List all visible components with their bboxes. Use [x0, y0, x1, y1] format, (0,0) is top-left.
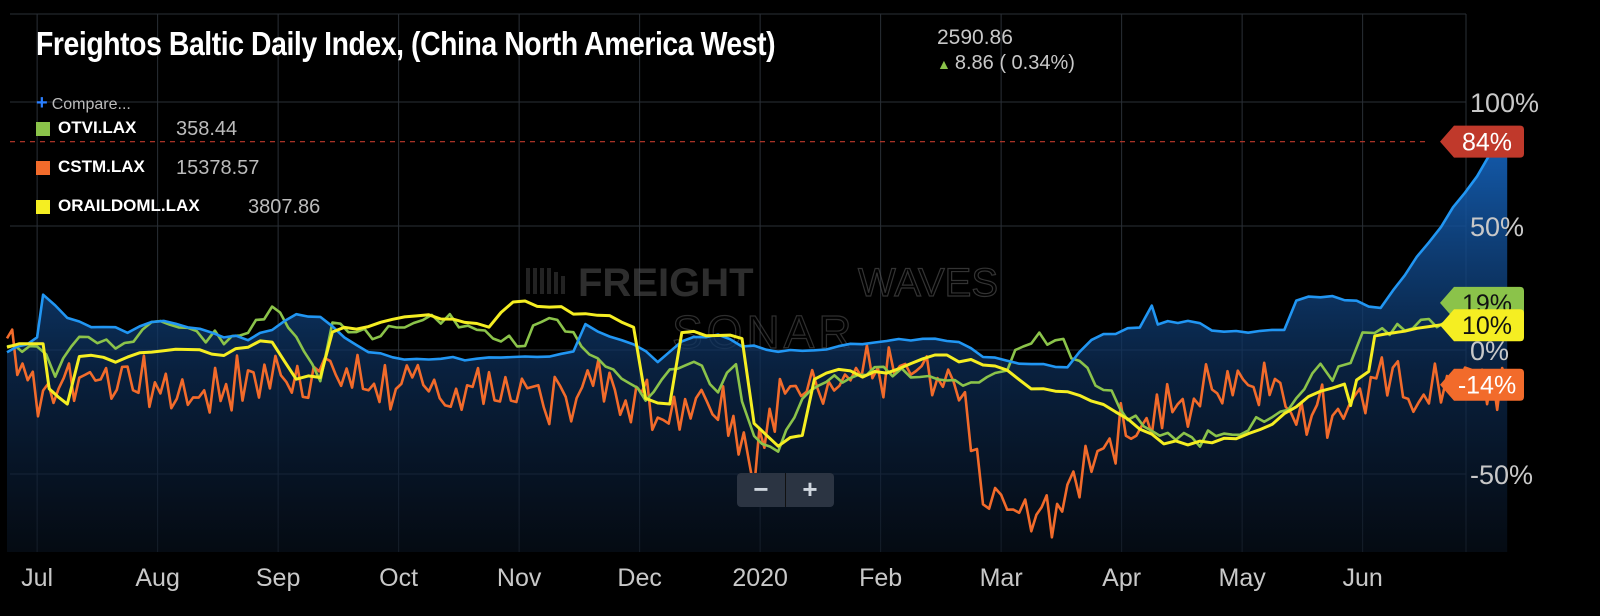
x-tick-label: Aug — [135, 564, 179, 592]
x-tick-label: Apr — [1102, 564, 1141, 592]
zoom-in-button[interactable]: + — [802, 474, 818, 504]
x-tick-label: Jun — [1342, 564, 1382, 592]
y-tick-label: 50% — [1470, 212, 1524, 242]
x-tick-label: Mar — [980, 564, 1023, 592]
legend-swatch — [36, 161, 50, 175]
plus-icon: + — [36, 92, 48, 114]
series-line-otvi-lax — [6, 305, 1508, 453]
x-tick-label: Feb — [859, 564, 902, 592]
x-tick-label: Jul — [21, 564, 53, 592]
end-label-badge — [1440, 309, 1524, 342]
x-tick-label: Dec — [617, 564, 661, 592]
end-label-oraildoml-lax: 10% — [1440, 309, 1524, 342]
legend-name: OTVI.LAX — [58, 118, 137, 137]
end-label-fbx: 84% — [1440, 125, 1524, 158]
series-line-oraildoml-lax — [6, 299, 1508, 448]
zoom-divider — [785, 473, 786, 507]
legend-name: ORAILDOML.LAX — [58, 196, 200, 215]
end-label-badge — [1440, 368, 1524, 401]
legend-value: 15378.57 — [176, 157, 260, 179]
quote-box: 2590.86 ▲ 8.86 ( 0.34%) — [937, 26, 1075, 75]
up-arrow-icon: ▲ — [937, 56, 951, 72]
legend-value: 3807.86 — [248, 196, 321, 218]
compare-label: Compare... — [51, 96, 131, 113]
chart-title: Freightos Baltic Daily Index, (China Nor… — [36, 25, 776, 62]
watermark-line1-light: WAVES — [858, 261, 998, 305]
legend-swatch — [36, 200, 50, 214]
last-value: 2590.86 — [937, 26, 1013, 49]
x-tick-label: Oct — [379, 564, 418, 592]
end-label-text: -14% — [1458, 372, 1516, 400]
end-label-badge — [1440, 125, 1524, 158]
legend-name: CSTM.LAX — [58, 157, 145, 176]
x-tick-label: May — [1219, 564, 1267, 592]
zoom-out-button[interactable]: − — [753, 474, 769, 504]
zoom-control: − + — [737, 473, 834, 507]
chart-header: Freightos Baltic Daily Index, (China Nor… — [36, 22, 896, 66]
end-label-text: 10% — [1462, 312, 1512, 340]
end-label-layer: 84%19%10%-14% — [1440, 125, 1524, 401]
x-tick-label: Nov — [497, 564, 542, 592]
y-tick-label: 100% — [1470, 88, 1539, 118]
watermark-line1-bold: FREIGHT — [578, 261, 754, 305]
y-tick-label: -50% — [1470, 460, 1533, 490]
x-tick-label: Sep — [256, 564, 300, 592]
legend-swatch — [36, 122, 50, 136]
legend-value: 358.44 — [176, 118, 238, 140]
x-tick-label: 2020 — [732, 564, 788, 592]
end-label-text: 84% — [1462, 129, 1512, 157]
end-label-cstm-lax: -14% — [1440, 368, 1524, 401]
change-value: ▲ 8.86 ( 0.34%) — [937, 52, 1075, 75]
compare-button[interactable]: + Compare... — [36, 92, 131, 115]
series-line-fbx — [6, 140, 1508, 369]
watermark-logo-icon — [526, 268, 565, 294]
change-text: 8.86 ( 0.34%) — [954, 52, 1075, 74]
